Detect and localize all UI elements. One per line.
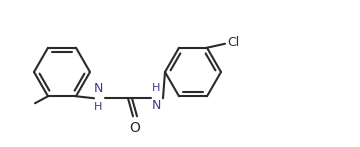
Text: O: O: [130, 121, 140, 135]
Text: H: H: [152, 83, 160, 93]
Text: Cl: Cl: [227, 36, 239, 49]
Text: N: N: [93, 82, 103, 95]
Text: N: N: [151, 99, 161, 112]
Text: H: H: [94, 102, 102, 112]
